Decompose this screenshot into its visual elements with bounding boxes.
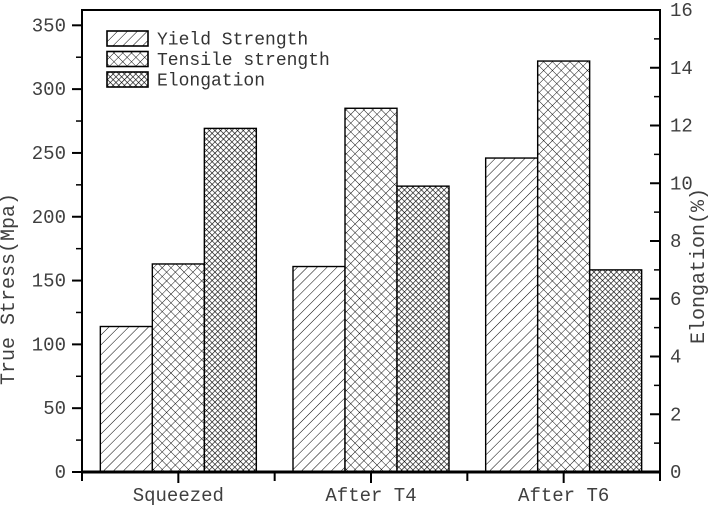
bar-tensile-strength (344, 107, 398, 473)
left-tick-label: 150 (32, 271, 66, 293)
left-tick-label: 100 (32, 334, 66, 356)
right-tick-label: 10 (670, 173, 693, 195)
bar-group-squeezed (99, 127, 258, 473)
x-tick-label: After T4 (325, 485, 416, 507)
legend-label: Elongation (157, 72, 265, 92)
right-tick-label: 8 (670, 231, 681, 253)
legend-item-yield-strength: Yield Strength (106, 30, 308, 51)
left-tick-label: 200 (32, 207, 66, 229)
legend-swatch (106, 50, 149, 68)
right-tick-label: 12 (670, 116, 693, 138)
right-tick-label: 0 (670, 462, 681, 484)
bar-tensile-strength (151, 263, 206, 473)
x-axis: Squeezed After T4 After T6 (81, 472, 661, 507)
right-tick-label: 14 (670, 58, 693, 80)
legend-swatch (106, 30, 149, 47)
legend-item-tensile-strength: Tensile strength (106, 50, 330, 71)
left-tick-label: 350 (32, 15, 66, 37)
x-tick-label: After T6 (518, 485, 609, 507)
bar-elongation (396, 185, 450, 473)
bar-group-after-t6 (484, 60, 643, 473)
legend-swatch (106, 71, 149, 88)
right-tick-label: 6 (670, 289, 681, 311)
right-tick-label: 4 (670, 347, 681, 369)
y-axis-right-title: Elongation(%) (688, 188, 711, 344)
y-axis-left: 0 50 100 150 200 250 300 350 True Stress(Mpa) (0, 15, 82, 484)
left-tick-label: 0 (55, 462, 66, 484)
right-tick-label: 2 (670, 404, 681, 426)
legend-label: Yield Strength (157, 31, 308, 51)
y-axis-left-title: True Stress(Mpa) (0, 193, 21, 385)
bar-group-after-t4 (292, 107, 450, 473)
left-tick-label: 250 (32, 143, 66, 165)
left-tick-label: 50 (43, 398, 66, 420)
bar-elongation (588, 269, 643, 473)
legend-item-elongation: Elongation (106, 71, 265, 92)
bar-elongation (203, 127, 258, 473)
bars-group (99, 60, 643, 473)
bar-yield-strength (484, 157, 539, 473)
legend-label: Tensile strength (157, 51, 330, 71)
right-tick-label: 16 (670, 0, 693, 22)
bar-yield-strength (292, 265, 346, 473)
bar-yield-strength (99, 325, 154, 473)
x-tick-label: Squeezed (133, 485, 224, 507)
left-tick-label: 300 (32, 79, 66, 101)
bar-tensile-strength (536, 60, 591, 473)
y-axis-right: 0 2 4 6 8 10 12 14 16 Elongation(%) (650, 0, 711, 484)
